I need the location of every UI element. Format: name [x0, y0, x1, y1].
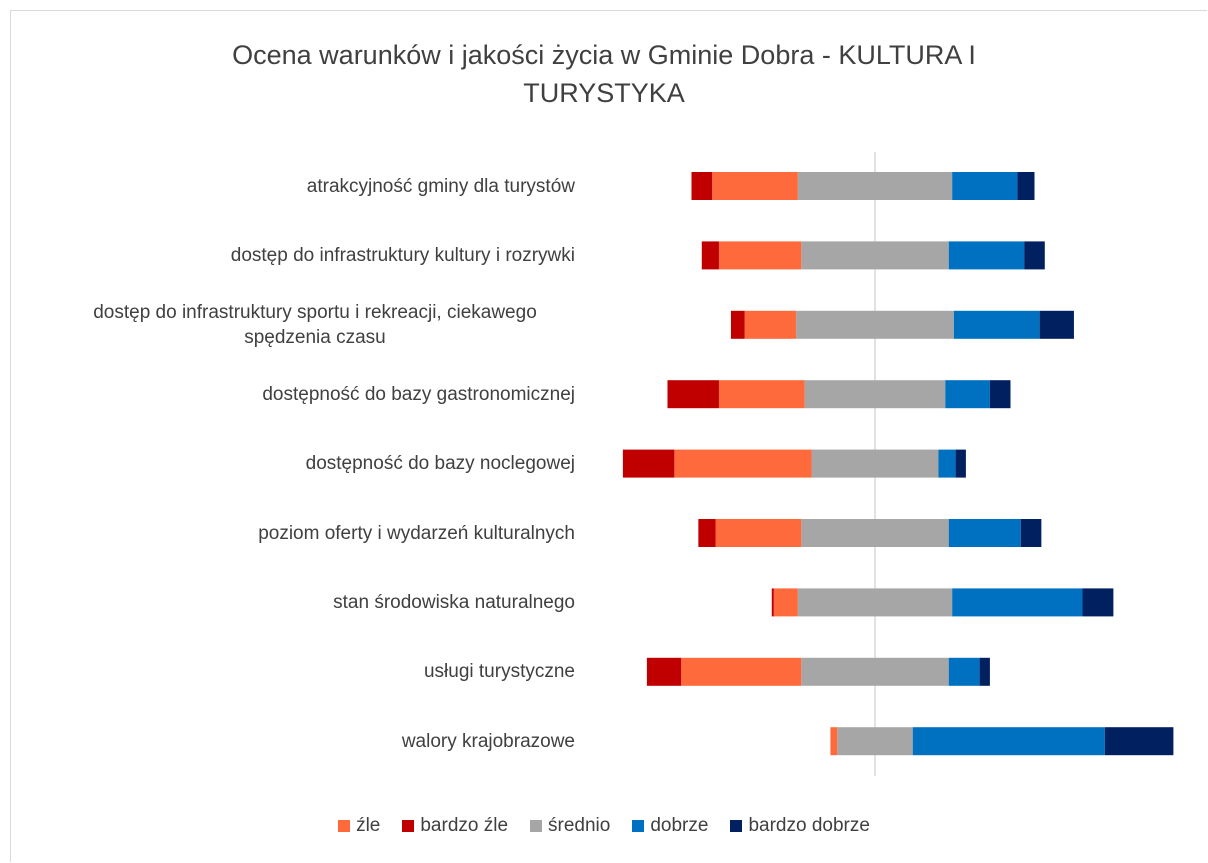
bar-segment — [681, 657, 802, 686]
bar-segment — [952, 588, 1083, 617]
bar-segment — [773, 588, 798, 617]
bar-segment — [804, 380, 946, 409]
title-box: Ocena warunków i jakości życia w Gminie … — [154, 36, 1054, 112]
category-label-box: atrakcyjność gminy dla turystów — [0, 156, 575, 216]
legend-swatch — [338, 820, 351, 832]
bar-segment — [712, 172, 798, 200]
bar-segment — [830, 727, 838, 756]
bar-segment — [691, 172, 713, 200]
bar-segment — [797, 172, 953, 200]
bar-segment — [667, 380, 719, 409]
category-label: poziom oferty i wydarzeń kulturalnych — [258, 522, 575, 544]
bar-segment — [912, 727, 1105, 756]
category-label-box: dostępność do bazy noclegowej — [0, 434, 575, 494]
legend-label: bardzo dobrze — [748, 815, 870, 836]
legend-item: bardzo źle — [402, 815, 508, 837]
legend-label: dobrze — [650, 815, 709, 836]
bar-segment — [948, 657, 980, 686]
category-label-box: stan środowiska naturalnego — [0, 572, 575, 632]
bar-segment — [698, 519, 716, 547]
bar-segment — [801, 657, 949, 686]
legend-swatch — [402, 820, 415, 832]
category-label: dostępność do bazy noclegowej — [305, 453, 575, 475]
chart-title: Ocena warunków i jakości życia w Gminie … — [232, 40, 976, 108]
bar-segment — [646, 657, 682, 686]
bar-segment — [989, 380, 1011, 409]
legend-swatch — [530, 820, 543, 832]
bar-segment — [1017, 172, 1035, 200]
legend-item: bardzo dobrze — [730, 815, 870, 837]
bar-segment — [1039, 310, 1074, 339]
category-label: dostęp do infrastruktury sportu i rekrea… — [93, 301, 537, 348]
bar-segment — [1024, 241, 1045, 270]
bar-segment — [797, 588, 953, 617]
category-label-box: dostęp do infrastruktury sportu i rekrea… — [0, 295, 575, 355]
category-label: dostępność do bazy gastronomicznej — [262, 383, 575, 405]
category-label-box: walory krajobrazowe — [0, 711, 575, 771]
category-label-box: usługi turystyczne — [0, 642, 575, 702]
category-label: dostęp do infrastruktury kultury i rozry… — [230, 244, 575, 266]
chart-area — [10, 10, 1207, 862]
bar-segment — [837, 727, 913, 756]
category-label: usługi turystyczne — [423, 661, 575, 683]
category-label: stan środowiska naturalnego — [333, 591, 575, 613]
bar-segment — [955, 449, 966, 478]
legend-swatch — [632, 820, 645, 832]
bar-segment — [701, 241, 719, 270]
bar-segment — [718, 241, 802, 270]
bar-segment — [952, 172, 1018, 200]
legend-label: źle — [356, 815, 381, 836]
legend-label: bardzo źle — [420, 815, 509, 836]
category-label: walory krajobrazowe — [401, 730, 575, 752]
bar-segment — [718, 380, 805, 409]
bar-segment — [945, 380, 990, 409]
legend-item: średnio — [530, 815, 610, 837]
legend-swatch — [730, 820, 743, 832]
bar-segment — [1082, 588, 1114, 617]
bar-segment — [948, 241, 1025, 270]
category-label-box: dostęp do infrastruktury kultury i rozry… — [0, 225, 575, 285]
legend-label: średnio — [548, 815, 611, 836]
category-label: atrakcyjność gminy dla turystów — [306, 175, 575, 197]
category-label-box: poziom oferty i wydarzeń kulturalnych — [0, 503, 575, 563]
legend-item: dobrze — [632, 815, 708, 837]
bar-segment — [953, 310, 1040, 339]
bar-segment — [979, 657, 990, 686]
bar-segment — [811, 449, 939, 478]
bar-segment — [1104, 727, 1174, 756]
bar-segment — [674, 449, 812, 478]
bar-segment — [771, 588, 774, 617]
bar-segment — [801, 241, 949, 270]
legend-item: źle — [338, 815, 380, 837]
bar-segment — [730, 310, 745, 339]
category-label-box: dostępność do bazy gastronomicznej — [0, 364, 575, 424]
bar-segment — [938, 449, 956, 478]
bar-segment — [1020, 519, 1042, 547]
bar-segment — [948, 519, 1021, 547]
bar-segment — [801, 519, 949, 547]
legend: źle bardzo źle średnio dobrze bardzo dobrze — [0, 815, 1208, 837]
bar-segment — [622, 449, 675, 478]
bar-segment — [796, 310, 954, 339]
bar-segment — [744, 310, 797, 339]
bar-segment — [715, 519, 802, 547]
